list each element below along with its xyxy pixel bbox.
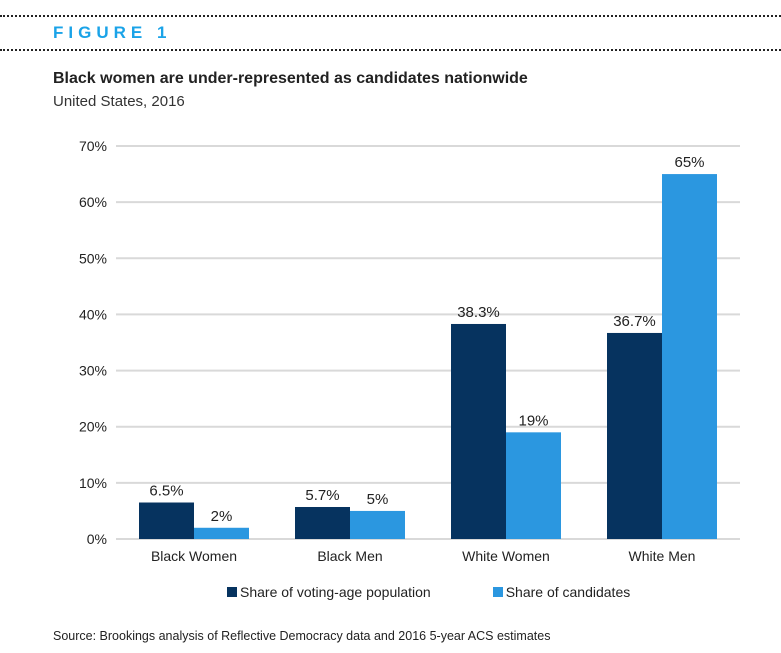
data-label: 6.5% <box>149 483 183 500</box>
x-tick-label: White Women <box>462 548 550 564</box>
y-tick-label: 70% <box>79 138 107 154</box>
source-note: Source: Brookings analysis of Reflective… <box>53 629 551 643</box>
header-divider <box>0 49 781 51</box>
legend-swatch-population <box>227 587 237 597</box>
data-label: 65% <box>674 154 704 171</box>
chart-title: Black women are under-represented as can… <box>53 70 528 87</box>
bar-candidates <box>194 527 249 539</box>
y-tick-label: 20% <box>79 419 107 435</box>
bar-population <box>139 502 194 539</box>
x-tick-label: White Men <box>629 548 696 564</box>
legend-label-candidates: Share of candidates <box>505 584 631 600</box>
y-tick-label: 0% <box>87 531 107 547</box>
legend-item-candidates: Share of candidates <box>492 584 631 600</box>
top-divider <box>0 15 781 17</box>
legend-swatch-candidates <box>492 587 503 597</box>
x-tick-label: Black Women <box>151 548 237 564</box>
y-tick-label: 30% <box>79 363 107 379</box>
figure-label: FIGURE 1 <box>53 23 172 42</box>
chart-subtitle: United States, 2016 <box>53 93 185 110</box>
legend-item-population: Share of voting-age population <box>227 584 431 600</box>
x-tick-label: Black Men <box>317 548 382 564</box>
bar-population <box>451 323 506 539</box>
data-label: 19% <box>518 412 548 429</box>
legend-label-population: Share of voting-age population <box>240 584 431 600</box>
y-tick-label: 50% <box>79 250 107 266</box>
data-label: 2% <box>211 508 233 525</box>
y-tick-label: 40% <box>79 306 107 322</box>
data-label: 5% <box>367 491 389 508</box>
legend: Share of voting-age population Share of … <box>227 584 630 600</box>
data-label: 38.3% <box>457 304 500 321</box>
bar-population <box>607 332 662 539</box>
bar-candidates <box>350 510 405 539</box>
bar-candidates <box>506 432 561 539</box>
y-tick-label: 10% <box>79 475 107 491</box>
y-tick-label: 60% <box>79 194 107 210</box>
bar-candidates <box>662 174 717 540</box>
data-label: 5.7% <box>305 487 339 504</box>
bar-population <box>295 506 350 539</box>
data-label: 36.7% <box>613 313 656 330</box>
